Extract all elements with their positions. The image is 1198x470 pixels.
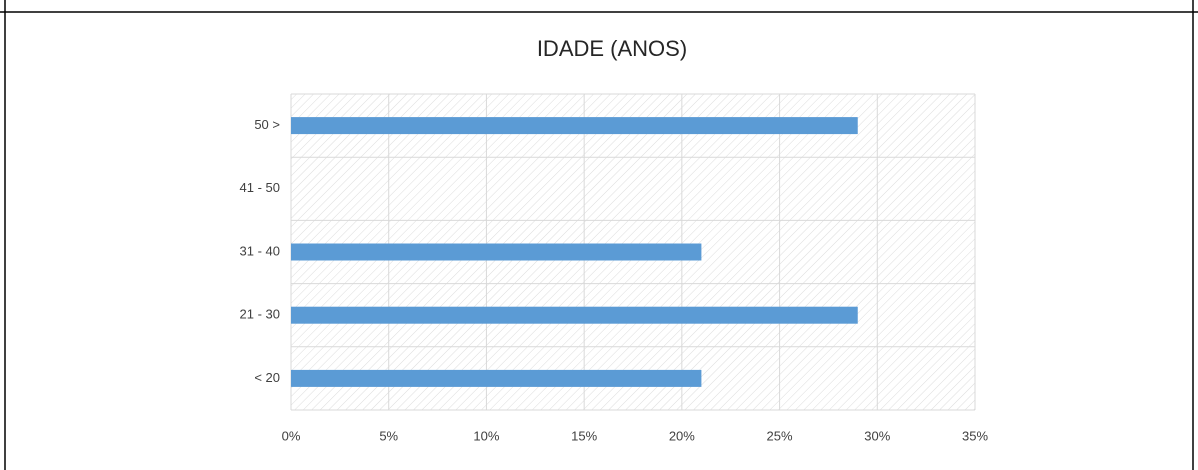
y-tick-label: 50 > [254,117,280,132]
x-tick-label: 0% [282,428,301,443]
bar [291,306,858,324]
x-tick-label: 35% [962,428,988,443]
y-tick-label: 31 - 40 [240,243,280,258]
bar [291,369,702,387]
bar [291,117,858,135]
x-tick-label: 10% [473,428,499,443]
x-tick-label: 25% [767,428,793,443]
x-tick-label: 15% [571,428,597,443]
y-tick-label: 41 - 50 [240,180,280,195]
x-tick-label: 30% [864,428,890,443]
x-tick-label: 5% [379,428,398,443]
y-tick-label: < 20 [254,370,280,385]
y-tick-label: 21 - 30 [240,307,280,322]
chart-title: IDADE (ANOS) [537,36,687,61]
bar [291,243,702,261]
x-tick-label: 20% [669,428,695,443]
